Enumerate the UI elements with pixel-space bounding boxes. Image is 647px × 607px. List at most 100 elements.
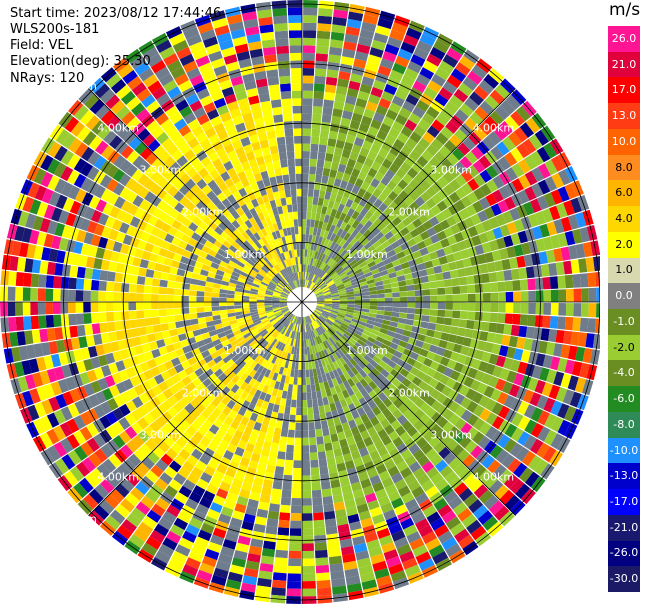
range-gate bbox=[268, 371, 275, 380]
range-gate bbox=[214, 343, 224, 351]
range-gate bbox=[354, 390, 364, 401]
range-gate bbox=[135, 302, 144, 310]
range-gate bbox=[473, 274, 483, 284]
range-gate bbox=[158, 287, 167, 295]
range-gate bbox=[288, 337, 293, 346]
range-gate bbox=[308, 257, 312, 266]
range-gate bbox=[289, 528, 302, 536]
range-gate bbox=[227, 167, 237, 178]
range-gate bbox=[398, 312, 408, 319]
range-gate bbox=[207, 211, 217, 221]
range-gate bbox=[181, 302, 189, 308]
range-gate bbox=[120, 444, 134, 458]
range-gate bbox=[78, 336, 88, 349]
range-gate bbox=[272, 305, 280, 309]
range-gate bbox=[302, 203, 308, 212]
range-gate bbox=[214, 252, 224, 261]
range-gate bbox=[315, 328, 321, 336]
range-gate bbox=[33, 168, 47, 185]
range-gate bbox=[498, 405, 511, 419]
range-gate bbox=[39, 260, 49, 275]
range-gate bbox=[513, 291, 521, 302]
range-gate bbox=[305, 226, 310, 235]
range-gate bbox=[511, 163, 525, 178]
range-gate bbox=[297, 384, 302, 393]
range-gate bbox=[478, 361, 489, 373]
range-gate bbox=[341, 445, 351, 456]
range-gate bbox=[457, 142, 471, 156]
range-gate bbox=[309, 166, 317, 175]
range-gate bbox=[119, 348, 130, 360]
range-gate bbox=[254, 389, 262, 399]
range-gate bbox=[268, 327, 276, 334]
range-gate bbox=[94, 140, 109, 155]
range-gate bbox=[167, 406, 179, 418]
range-gate bbox=[260, 555, 275, 565]
range-gate bbox=[302, 588, 317, 597]
range-gate bbox=[430, 234, 440, 244]
range-gate bbox=[295, 158, 302, 167]
range-gate bbox=[357, 361, 366, 370]
range-gate bbox=[231, 210, 240, 220]
range-gate bbox=[277, 144, 287, 153]
range-gate bbox=[274, 557, 288, 566]
range-gate bbox=[332, 361, 340, 370]
range-gate bbox=[175, 348, 185, 357]
range-gate bbox=[94, 223, 105, 236]
range-gate bbox=[501, 258, 511, 271]
colorbar-tick-label: 1.0 bbox=[615, 263, 633, 277]
range-gate bbox=[357, 423, 367, 433]
range-gate bbox=[242, 292, 250, 297]
range-gate bbox=[524, 363, 536, 377]
range-gate bbox=[141, 250, 152, 261]
range-gate bbox=[275, 264, 282, 272]
range-gate bbox=[105, 239, 116, 251]
range-gate bbox=[468, 499, 484, 514]
range-gate bbox=[302, 475, 311, 484]
range-gate bbox=[62, 133, 76, 149]
range-gate bbox=[242, 575, 258, 586]
range-gate bbox=[131, 102, 146, 117]
range-gate bbox=[30, 302, 39, 316]
range-gate bbox=[441, 158, 454, 171]
range-gate bbox=[302, 377, 306, 386]
range-gate bbox=[131, 182, 144, 195]
range-gate bbox=[203, 337, 213, 345]
range-gate bbox=[204, 306, 212, 312]
range-gate bbox=[149, 170, 162, 183]
range-gate bbox=[448, 261, 458, 271]
range-gate bbox=[284, 375, 290, 384]
range-gate bbox=[381, 408, 392, 419]
range-gate bbox=[54, 145, 68, 162]
range-gate bbox=[401, 74, 416, 87]
range-gate bbox=[418, 425, 430, 437]
range-gate bbox=[470, 445, 484, 459]
range-gate bbox=[57, 379, 69, 393]
range-gate bbox=[305, 369, 310, 378]
range-gate bbox=[419, 179, 431, 191]
range-gate bbox=[238, 323, 247, 330]
range-gate bbox=[445, 543, 462, 557]
range-gate bbox=[233, 429, 244, 440]
range-gate bbox=[431, 411, 443, 424]
range-gate bbox=[158, 543, 175, 558]
range-gate bbox=[564, 274, 574, 289]
range-gate bbox=[488, 216, 500, 229]
range-gate bbox=[269, 379, 276, 389]
range-gate bbox=[353, 289, 362, 294]
range-gate bbox=[264, 294, 273, 298]
range-gate bbox=[116, 463, 131, 478]
range-gate bbox=[447, 389, 459, 401]
range-gate bbox=[86, 408, 99, 422]
range-gate bbox=[242, 194, 251, 204]
range-gate bbox=[370, 433, 381, 444]
range-gate bbox=[196, 255, 206, 264]
range-gate bbox=[399, 291, 408, 297]
range-gate bbox=[482, 312, 491, 322]
range-gate bbox=[392, 62, 407, 75]
range-gate bbox=[216, 382, 226, 392]
range-gate bbox=[351, 210, 360, 220]
range-gate bbox=[311, 266, 316, 274]
range-gate bbox=[311, 258, 316, 267]
range-gate bbox=[339, 374, 347, 383]
